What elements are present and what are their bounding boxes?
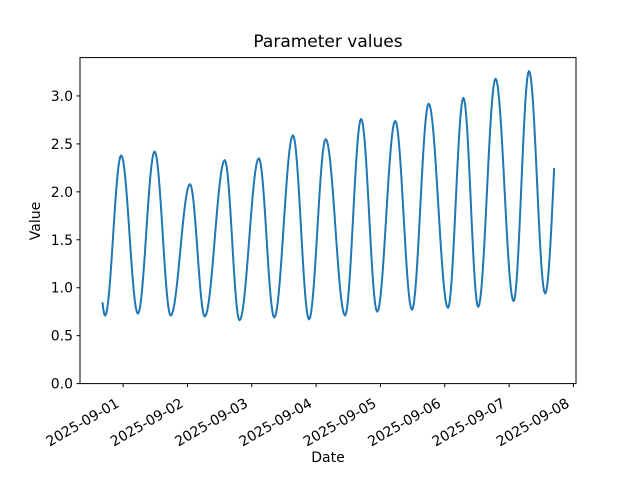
y-tick-label: 3.0	[51, 89, 73, 105]
plot-frame	[79, 57, 577, 385]
plot-area: 2025-09-012025-09-022025-09-032025-09-04…	[44, 57, 577, 451]
x-tick-label: 2025-09-08	[494, 396, 572, 451]
y-tick-label: 2.0	[51, 185, 73, 201]
x-axis-label: Date	[311, 450, 344, 466]
y-tick-label: 1.5	[51, 233, 73, 249]
data-line	[101, 70, 556, 322]
y-tick-label: 0.5	[51, 329, 73, 345]
y-axis-label: Value	[28, 202, 44, 240]
y-tick-label: 0.0	[51, 377, 73, 393]
y-tick-label: 2.5	[51, 137, 73, 153]
chart-title: Parameter values	[253, 32, 402, 52]
y-tick-label: 1.0	[51, 281, 73, 297]
